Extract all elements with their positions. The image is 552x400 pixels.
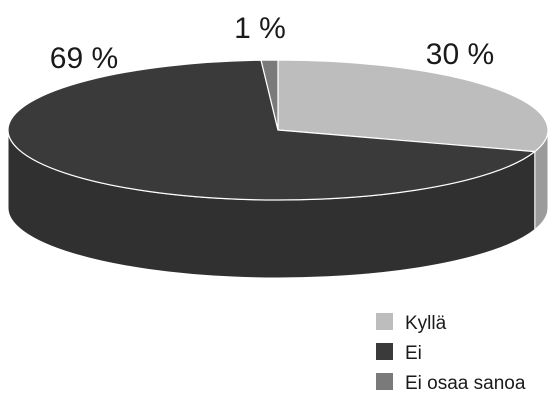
slice-label-ei-osaa-sanoa: 1 %	[234, 12, 286, 45]
slice-label-kylla: 30 %	[426, 38, 494, 71]
legend: Kyllä Ei Ei osaa sanoa	[376, 313, 526, 394]
legend-label-ei: Ei	[405, 343, 422, 364]
legend-label-kylla: Kyllä	[405, 313, 447, 334]
pie-top-faces	[7, 59, 549, 201]
pie-slice-kylla	[277, 59, 549, 153]
slice-label-ei: 69 %	[50, 42, 118, 75]
pie-slice-ei	[7, 59, 536, 201]
legend-label-ei-osaa-sanoa: Ei osaa sanoa	[405, 373, 526, 394]
legend-swatch-kylla	[376, 313, 393, 330]
legend-swatch-ei	[376, 343, 393, 360]
pie-slice-ei-osaa-sanoa	[260, 59, 279, 131]
legend-swatch-ei-osaa-sanoa	[376, 373, 393, 390]
